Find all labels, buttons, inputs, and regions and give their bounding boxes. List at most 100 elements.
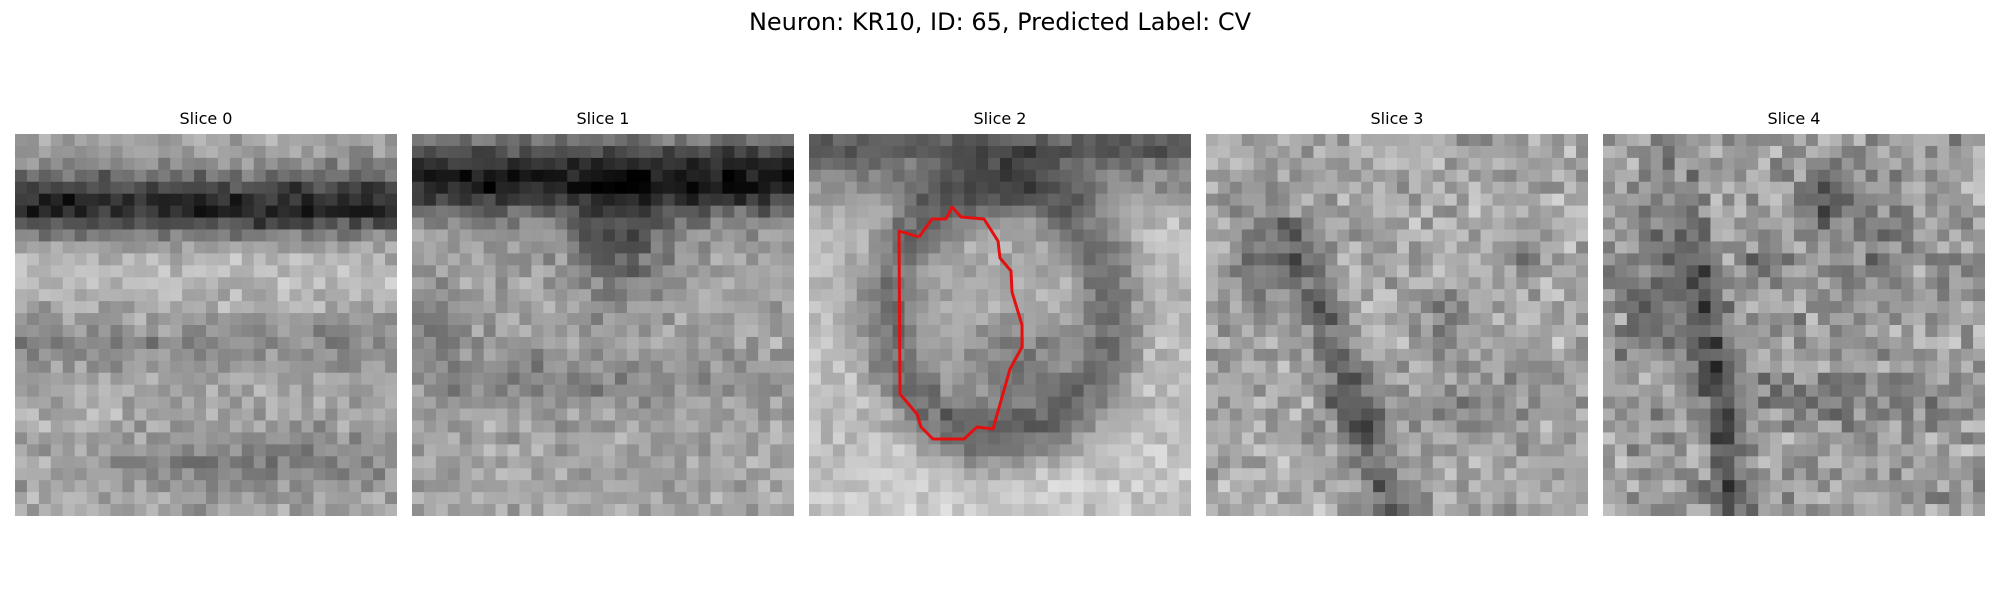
pixel-cell	[868, 145, 882, 159]
pixel-cell	[206, 157, 219, 171]
pixel-cell	[373, 289, 386, 302]
pixel-cell	[435, 313, 449, 326]
pixel-cell	[674, 468, 687, 481]
pixel-cell	[1361, 169, 1374, 183]
pixel-cell	[1853, 301, 1867, 314]
pixel-cell	[1167, 289, 1180, 302]
pixel-cell	[1385, 241, 1398, 254]
pixel-cell	[1925, 241, 1938, 254]
pixel-cell	[1564, 277, 1577, 290]
pixel-cell	[1889, 325, 1902, 338]
pixel-cell	[313, 241, 326, 254]
pixel-cell	[50, 408, 64, 421]
pixel-cell	[1408, 444, 1422, 457]
pixel-cell	[1035, 265, 1049, 278]
pixel-cell	[471, 289, 485, 302]
pixel-cell	[1638, 241, 1652, 254]
pixel-cell	[1229, 504, 1243, 516]
pixel-cell	[809, 217, 822, 230]
pixel-cell	[217, 217, 231, 230]
pixel-cell	[662, 313, 676, 326]
pixel-cell	[1456, 205, 1470, 218]
pixel-cell	[1325, 157, 1338, 171]
pixel-cell	[241, 456, 255, 469]
pixel-cell	[1925, 325, 1938, 338]
pixel-cell	[495, 217, 508, 230]
pixel-cell	[1516, 372, 1529, 386]
pixel-cell	[110, 157, 123, 171]
pixel-cell	[194, 265, 207, 278]
pixel-cell	[170, 241, 183, 254]
pixel-cell	[1841, 134, 1855, 147]
pixel-cell	[710, 277, 723, 290]
pixel-cell	[459, 205, 473, 218]
pixel-cell	[313, 492, 326, 505]
pixel-cell	[349, 145, 362, 159]
pixel-cell	[301, 134, 314, 147]
pixel-cell	[543, 480, 556, 493]
pixel-cell	[158, 456, 171, 469]
pixel-cell	[1794, 277, 1807, 290]
pixel-cell	[277, 169, 290, 183]
pixel-cell	[146, 169, 159, 183]
pixel-cell	[1722, 265, 1735, 278]
pixel-cell	[1901, 420, 1914, 433]
pixel-cell	[1564, 372, 1577, 386]
pixel-cell	[1865, 205, 1878, 218]
pixel-cell	[26, 336, 40, 350]
pixel-cell	[459, 265, 473, 278]
pixel-cell	[122, 468, 135, 481]
pixel-cell	[38, 253, 52, 266]
pixel-cell	[110, 432, 123, 445]
pixel-cell	[134, 468, 147, 481]
pixel-cell	[50, 301, 64, 314]
pixel-cell	[746, 253, 759, 266]
pixel-cell	[1746, 444, 1759, 457]
pixel-cell	[1047, 313, 1061, 326]
pixel-cell	[1083, 432, 1096, 445]
pixel-cell	[626, 193, 640, 207]
pixel-cell	[1349, 456, 1362, 469]
pixel-cell	[1480, 456, 1493, 469]
pixel-cell	[1095, 181, 1108, 195]
pixel-cell	[337, 181, 350, 195]
pixel-cell	[122, 456, 135, 469]
pixel-cell	[614, 408, 628, 421]
pixel-cell	[1913, 253, 1926, 266]
pixel-cell	[698, 492, 711, 505]
pixel-cell	[1167, 360, 1180, 374]
pixel-cell	[301, 265, 314, 278]
pixel-cell	[110, 348, 123, 362]
pixel-cell	[686, 396, 699, 409]
pixel-cell	[662, 480, 676, 493]
pixel-cell	[1229, 444, 1243, 457]
pixel-cell	[1614, 372, 1628, 386]
pixel-cell	[1865, 420, 1878, 433]
pixel-cell	[1059, 277, 1073, 290]
pixel-cell	[1277, 396, 1290, 409]
pixel-cell	[373, 408, 386, 421]
pixel-cell	[1805, 241, 1819, 254]
pixel-cell	[746, 289, 759, 302]
pixel-cell	[698, 241, 711, 254]
pixel-cell	[435, 325, 449, 338]
pixel-cell	[98, 325, 111, 338]
pixel-cell	[1035, 253, 1049, 266]
pixel-cell	[940, 384, 953, 398]
pixel-cell	[904, 372, 917, 386]
pixel-cell	[1961, 193, 1974, 207]
pixel-cell	[1313, 408, 1326, 421]
pixel-cell	[1397, 468, 1410, 481]
pixel-cell	[1277, 181, 1290, 195]
pixel-cell	[1408, 289, 1422, 302]
pixel-cell	[782, 265, 794, 278]
pixel-cell	[1805, 372, 1819, 386]
pixel-cell	[495, 336, 508, 350]
pixel-cell	[820, 301, 834, 314]
pixel-cell	[543, 169, 556, 183]
pixel-cell	[423, 432, 437, 445]
pixel-cell	[1023, 157, 1037, 171]
pixel-cell	[1420, 169, 1434, 183]
pixel-cell	[1337, 408, 1350, 421]
pixel-cell	[1480, 468, 1493, 481]
